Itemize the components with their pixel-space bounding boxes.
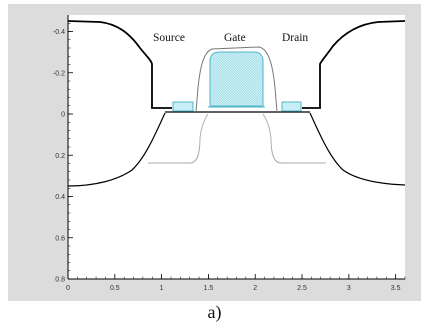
x-tick-label: 3 <box>347 285 351 292</box>
source-junction-curve <box>67 112 166 187</box>
gate-spacer-outline <box>195 46 278 113</box>
y-tick-label: 0.6 <box>55 235 65 242</box>
gate-label: Gate <box>224 32 246 44</box>
y-tick-label: 0.8 <box>55 277 65 284</box>
x-tick-label: 2.5 <box>297 285 307 292</box>
y-tick-label: -0.4 <box>53 29 65 36</box>
y-tick-label: 0.4 <box>55 194 65 201</box>
x-tick-label: 1 <box>160 285 164 292</box>
gate-oxide-region <box>209 51 264 107</box>
y-tick-label: 0.2 <box>55 153 65 160</box>
drain-junction-curve <box>309 112 406 186</box>
x-tick-label: 2 <box>253 285 257 292</box>
x-tick-label: 0.5 <box>110 285 120 292</box>
drain-pad <box>281 101 302 112</box>
drain-region-outline <box>302 20 406 109</box>
drain-extension-junction <box>262 113 326 164</box>
x-tick-label: 1.5 <box>204 285 214 292</box>
drain-label: Drain <box>282 32 308 44</box>
y-tick-label: -0.2 <box>53 70 65 77</box>
source-extension-junction <box>148 113 209 164</box>
x-tick-label: 3.5 <box>391 285 401 292</box>
figure-caption: a) <box>207 302 222 322</box>
x-axis-ticks: 0 0.5 1 1.5 2 2.5 3 3.5 <box>66 274 406 292</box>
source-region-outline <box>67 20 172 109</box>
source-pad <box>172 101 194 112</box>
y-axis-ticks: -0.4 -0.2 0 0.2 0.4 0.6 0.8 <box>53 23 73 284</box>
x-tick-label: 0 <box>66 285 70 292</box>
source-label: Source <box>153 32 185 44</box>
y-tick-label: 0 <box>61 112 65 119</box>
